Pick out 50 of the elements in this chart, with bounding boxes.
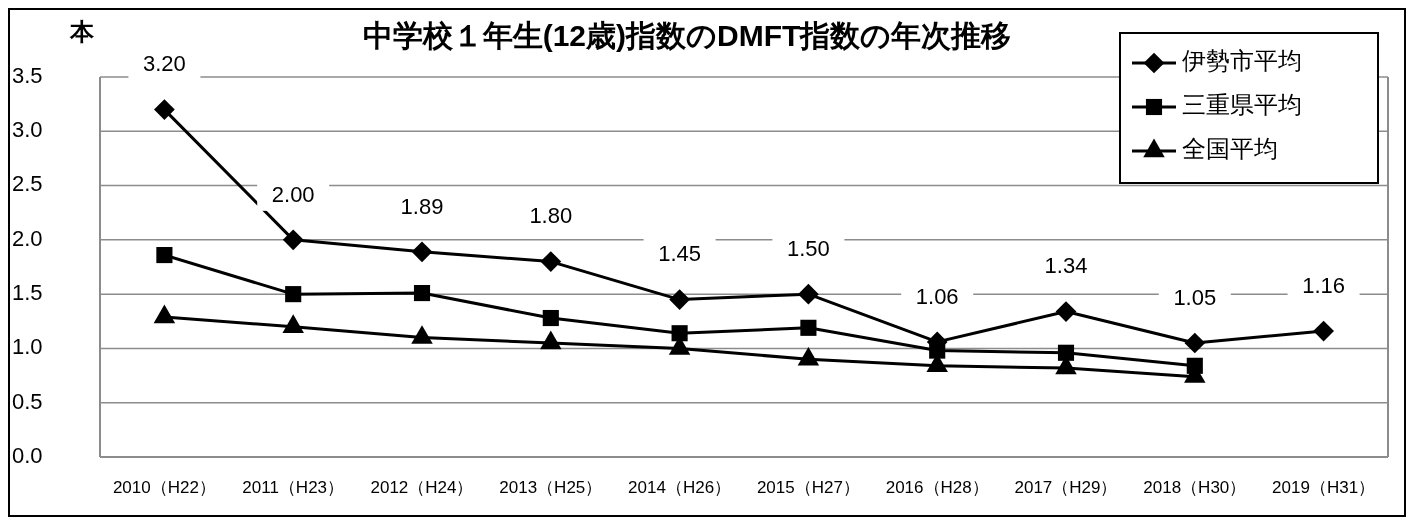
legend-label: 伊勢市平均: [1182, 47, 1302, 75]
x-tick-label: 2018（H30）: [1143, 478, 1247, 497]
data-label: 1.34: [1044, 253, 1088, 279]
point: [413, 285, 431, 302]
legend-label: 三重県平均: [1182, 91, 1302, 119]
point: [285, 286, 302, 303]
point: [411, 241, 433, 263]
point: [800, 319, 817, 336]
data-label: 2.00: [271, 181, 315, 207]
x-tick-label: 2014（H26）: [628, 478, 732, 497]
x-tick-label: 2010（H22）: [112, 478, 216, 497]
x-tick-label: 2013（H25）: [499, 478, 603, 497]
legend-label: 全国平均: [1182, 135, 1278, 163]
y-tick-label: 0.0: [12, 442, 43, 468]
point: [542, 309, 559, 327]
y-tick-label: 2.5: [12, 171, 43, 197]
point: [671, 325, 688, 342]
x-tick-label: 2012（H24）: [370, 478, 474, 497]
data-label: 1.50: [786, 235, 830, 261]
y-tick-label: 3.5: [12, 62, 43, 88]
point: [156, 247, 173, 264]
x-tick-label: 2016（H28）: [885, 478, 989, 497]
point: [1184, 332, 1206, 354]
point: [929, 342, 946, 359]
data-label: 1.89: [400, 193, 444, 219]
y-axis-title: 本: [69, 18, 95, 45]
y-tick-label: 3.0: [12, 117, 43, 143]
y-tick-label: 0.5: [12, 388, 43, 414]
y-tick-label: 1.0: [12, 334, 43, 360]
data-label: 1.16: [1302, 272, 1346, 298]
x-tick-label: 2019（H31）: [1272, 478, 1376, 497]
data-label: 3.20: [142, 51, 186, 77]
data-label: 1.80: [529, 203, 573, 229]
data-label: 1.06: [915, 283, 959, 309]
x-tick-label: 2017（H29）: [1014, 478, 1118, 497]
data-label: 1.05: [1173, 284, 1217, 310]
point: [282, 229, 304, 251]
point: [669, 289, 690, 310]
point: [798, 283, 819, 305]
x-tick-label: 2011（H23）: [242, 478, 345, 497]
point: [1057, 344, 1075, 361]
point: [1313, 320, 1334, 342]
point: [540, 251, 562, 272]
chart-title: 中学校１年生(12歳)指数のDMFT指数の年次推移: [362, 19, 1012, 52]
data-label: 1.45: [658, 241, 702, 267]
point: [1055, 301, 1077, 322]
x-tick-label: 2015（H27）: [756, 478, 860, 497]
y-tick-label: 2.0: [12, 225, 43, 251]
point: [154, 99, 175, 120]
y-tick-label: 1.5: [12, 279, 43, 305]
